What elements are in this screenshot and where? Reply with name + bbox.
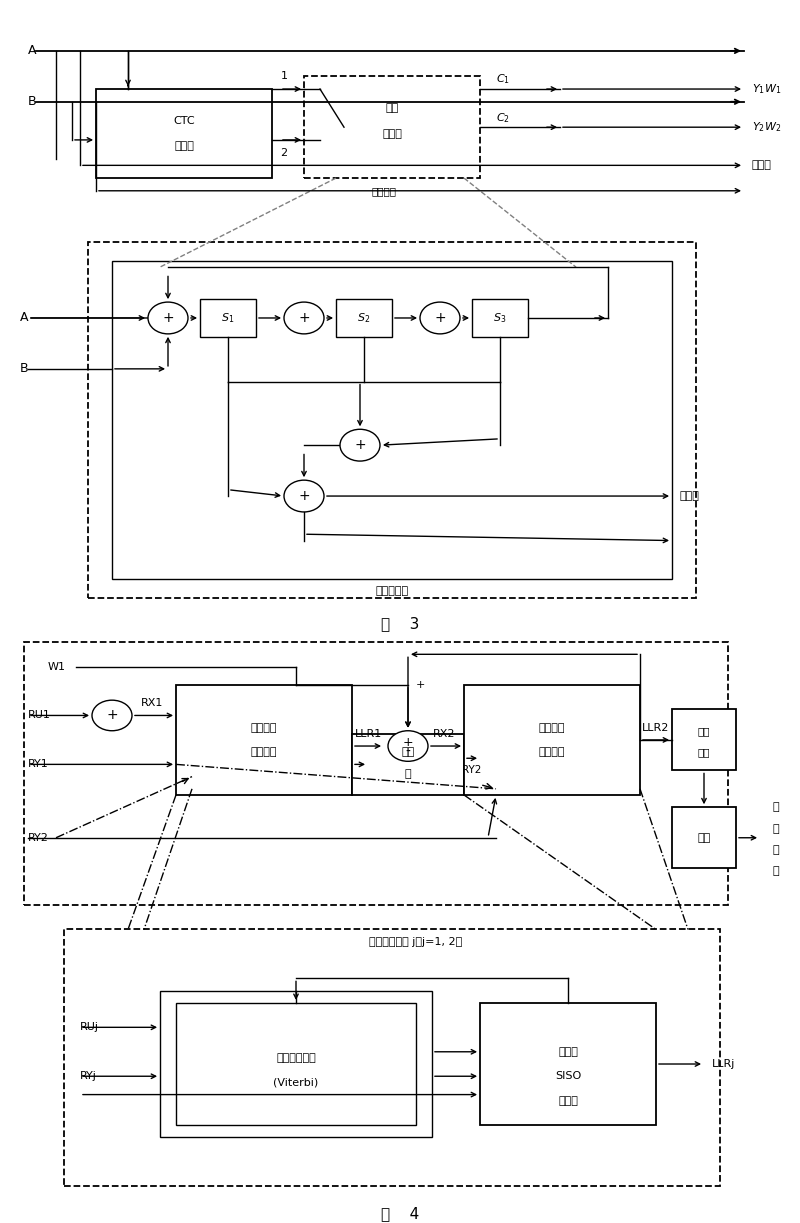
Text: LLR2: LLR2 xyxy=(642,723,670,733)
Text: 图    3: 图 3 xyxy=(381,615,419,631)
Text: RX1: RX1 xyxy=(141,698,163,708)
Text: -: - xyxy=(406,745,410,759)
Circle shape xyxy=(92,700,132,730)
Bar xyxy=(88,242,696,598)
Text: 织器: 织器 xyxy=(698,747,710,757)
Text: 1: 1 xyxy=(281,71,287,81)
Text: 切换开关: 切换开关 xyxy=(371,186,397,196)
Text: $Y_2W_2$: $Y_2W_2$ xyxy=(752,120,781,135)
Text: $S_1$: $S_1$ xyxy=(222,311,234,325)
Text: 出: 出 xyxy=(773,866,779,877)
Text: +: + xyxy=(162,311,174,325)
Text: 译码器: 译码器 xyxy=(558,1096,578,1106)
Bar xyxy=(24,642,728,905)
Bar xyxy=(464,685,640,795)
Text: +: + xyxy=(416,680,426,690)
Bar xyxy=(672,807,736,868)
Text: RX2: RX2 xyxy=(433,729,455,739)
Text: $S_3$: $S_3$ xyxy=(494,311,506,325)
Text: +: + xyxy=(402,736,414,750)
Text: +: + xyxy=(298,489,310,503)
Text: +: + xyxy=(354,438,366,453)
Bar xyxy=(160,991,432,1137)
Bar xyxy=(200,298,256,338)
Text: CTC: CTC xyxy=(173,116,195,126)
Text: 器: 器 xyxy=(405,768,411,779)
Text: A: A xyxy=(20,312,28,324)
Text: 初始状态估计: 初始状态估计 xyxy=(276,1053,316,1063)
Circle shape xyxy=(340,429,380,461)
Text: 码译码器: 码译码器 xyxy=(538,747,566,757)
Circle shape xyxy=(420,302,460,334)
Text: 分量编码器: 分量编码器 xyxy=(375,587,409,597)
Text: 2: 2 xyxy=(281,148,287,158)
Text: 去交: 去交 xyxy=(698,725,710,736)
Bar xyxy=(672,709,736,770)
Text: B: B xyxy=(20,362,28,375)
Text: +: + xyxy=(434,311,446,325)
Text: 第二分量: 第二分量 xyxy=(538,723,566,733)
Bar xyxy=(336,298,392,338)
Text: RUj: RUj xyxy=(80,1022,99,1032)
Text: $C_1$: $C_1$ xyxy=(496,72,510,87)
Text: 分量码: 分量码 xyxy=(558,1047,578,1057)
Text: W1: W1 xyxy=(48,662,66,671)
Text: +: + xyxy=(298,311,310,325)
Text: 图    4: 图 4 xyxy=(381,1206,419,1222)
Text: 分量码译码器 j（j=1, 2）: 分量码译码器 j（j=1, 2） xyxy=(370,937,462,947)
Text: 交织: 交织 xyxy=(402,747,414,757)
Text: 校验位: 校验位 xyxy=(680,492,700,501)
Bar xyxy=(64,929,720,1186)
Text: 交织器: 交织器 xyxy=(174,142,194,152)
Text: LLRj: LLRj xyxy=(712,1059,735,1069)
Text: +: + xyxy=(106,708,118,723)
Bar xyxy=(352,734,464,795)
Text: $Y_1W_1$: $Y_1W_1$ xyxy=(752,82,782,95)
Bar xyxy=(176,685,352,795)
Text: 判决: 判决 xyxy=(698,833,710,843)
Bar xyxy=(304,76,480,179)
Text: 系统位: 系统位 xyxy=(752,160,772,170)
Text: RY1: RY1 xyxy=(28,759,49,769)
Circle shape xyxy=(148,302,188,334)
Text: RU1: RU1 xyxy=(28,711,51,720)
Bar xyxy=(96,89,272,179)
Text: B: B xyxy=(28,95,36,109)
Text: A: A xyxy=(28,44,36,57)
Text: LLR1: LLR1 xyxy=(354,729,382,739)
Text: (Viterbi): (Viterbi) xyxy=(274,1077,318,1087)
Text: 码译码器: 码译码器 xyxy=(250,747,278,757)
Text: 编码器: 编码器 xyxy=(382,128,402,138)
Bar xyxy=(112,260,672,578)
Circle shape xyxy=(284,481,324,512)
Bar xyxy=(480,1003,656,1125)
Text: $S_2$: $S_2$ xyxy=(358,311,370,325)
Circle shape xyxy=(388,730,428,761)
Text: 译: 译 xyxy=(773,802,779,812)
Text: SISO: SISO xyxy=(555,1071,581,1081)
Text: 输: 输 xyxy=(773,845,779,855)
Text: $C_2$: $C_2$ xyxy=(496,111,510,125)
Bar xyxy=(472,298,528,338)
Text: 第一分量: 第一分量 xyxy=(250,723,278,733)
Circle shape xyxy=(284,302,324,334)
Text: 码: 码 xyxy=(773,823,779,834)
Bar xyxy=(176,1003,416,1125)
Text: RYj: RYj xyxy=(80,1071,97,1081)
Text: RY2: RY2 xyxy=(28,833,49,843)
Text: RY2: RY2 xyxy=(462,766,482,775)
Text: 分量: 分量 xyxy=(386,103,398,113)
